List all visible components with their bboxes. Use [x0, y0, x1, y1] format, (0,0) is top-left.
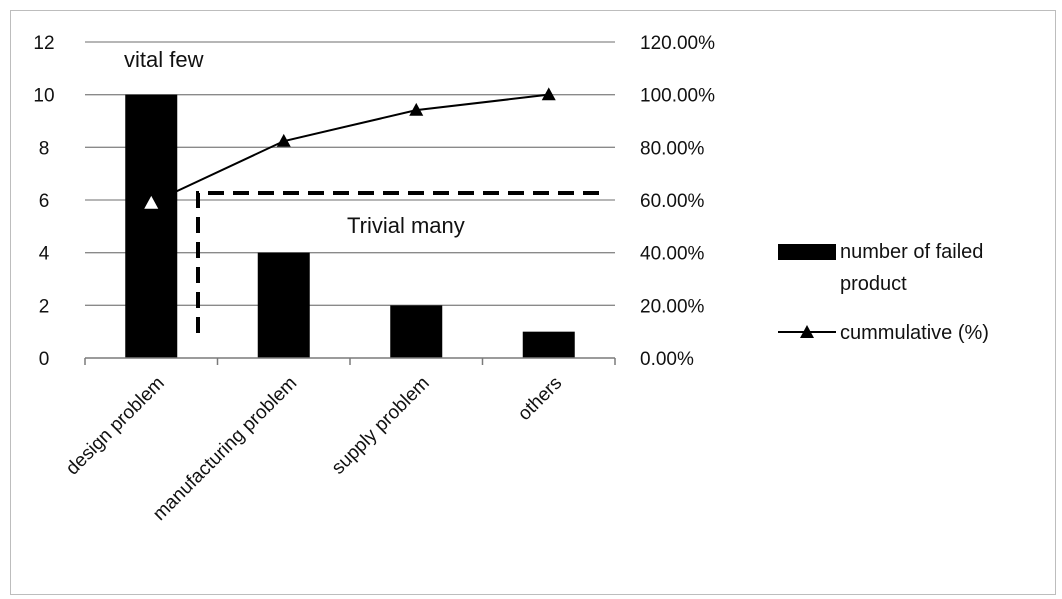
cumulative-point	[409, 102, 424, 116]
cumulative-line-series	[144, 87, 556, 209]
category-label: design problem	[62, 373, 169, 480]
left-tick-label: 4	[39, 244, 50, 265]
legend-bar-label-line2: product	[840, 273, 907, 295]
left-tick-label: 12	[33, 33, 54, 54]
cumulative-point	[276, 133, 291, 147]
bar	[125, 94, 178, 359]
trivial-many-label: Trivial many	[347, 213, 465, 238]
vital-few-label: vital few	[124, 47, 204, 72]
chart-frame	[10, 10, 1056, 595]
cumulative-line	[150, 93, 549, 205]
right-axis-tick-labels: 0.00% 20.00% 40.00% 60.00% 80.00% 100.00% 120.…	[640, 33, 715, 370]
category-label: manufacturing problem	[149, 373, 301, 525]
legend-triangle-marker	[800, 325, 814, 338]
bar	[390, 305, 443, 358]
right-tick-label: 20.00%	[640, 296, 705, 317]
right-tick-label: 40.00%	[640, 244, 705, 265]
right-tick-label: 120.00%	[640, 33, 715, 54]
cumulative-point	[144, 195, 159, 209]
right-tick-label: 100.00%	[640, 86, 715, 107]
right-tick-label: 80.00%	[640, 138, 705, 159]
left-tick-label: 6	[39, 191, 50, 212]
cumulative-point	[541, 87, 556, 101]
category-label: supply problem	[328, 373, 434, 479]
left-tick-label: 8	[39, 138, 50, 159]
trivial-many-dashed-boundary	[196, 191, 600, 333]
legend: number of failed product cummulative (%)	[778, 241, 989, 344]
bar-series	[125, 94, 575, 359]
left-axis-tick-labels: 0 2 4 6 8 10 12	[33, 33, 54, 370]
axes	[84, 357, 616, 365]
legend-line-label: cummulative (%)	[840, 322, 989, 344]
right-tick-label: 0.00%	[640, 349, 694, 370]
bar	[257, 252, 310, 358]
legend-bar-label-line1: number of failed	[840, 241, 983, 263]
right-tick-label: 60.00%	[640, 191, 705, 212]
left-tick-label: 10	[33, 86, 54, 107]
legend-bar-swatch	[778, 244, 836, 260]
bar	[522, 331, 575, 358]
category-label: others	[514, 373, 566, 425]
left-tick-label: 0	[39, 349, 50, 370]
trivial-many-boundary	[196, 191, 600, 333]
left-tick-label: 2	[39, 296, 50, 317]
